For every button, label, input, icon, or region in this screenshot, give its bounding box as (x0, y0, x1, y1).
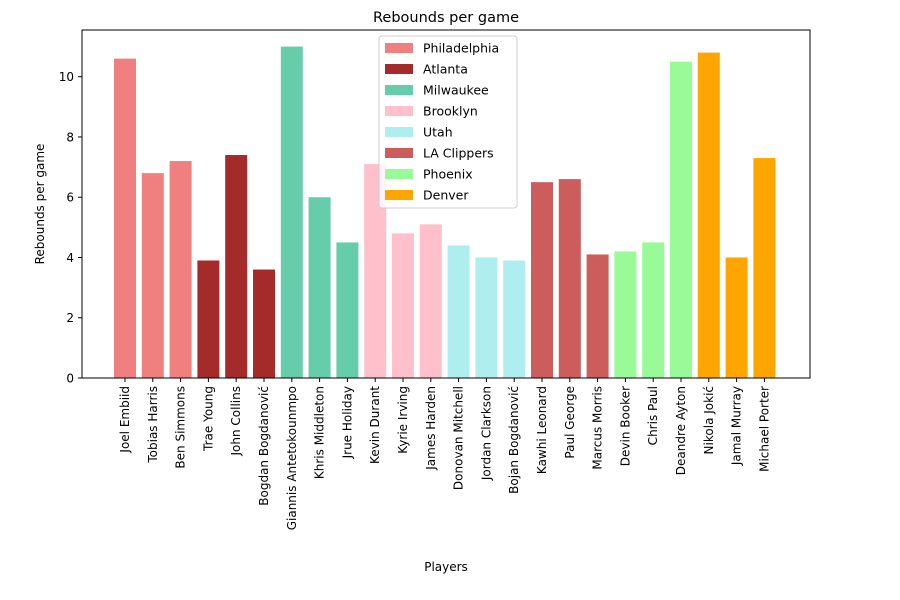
y-axis-label: Rebounds per game (33, 144, 47, 265)
bar (197, 260, 220, 378)
x-tick-label: Bojan Bogdanović (507, 386, 521, 494)
x-tick-label: Chris Paul (646, 386, 660, 445)
x-tick-label: Khris Middleton (313, 386, 327, 479)
bar (531, 182, 553, 378)
legend-swatch (385, 85, 413, 95)
bars-group (114, 46, 776, 379)
bar (753, 158, 776, 378)
plot-frame (81, 29, 811, 379)
x-axis-ticks: Joel Embiid Tobias Harris Ben Simmons Trae … (118, 378, 771, 530)
legend-swatch (385, 64, 413, 74)
bar (447, 245, 470, 378)
bar (280, 46, 303, 378)
bar (614, 251, 637, 378)
bar (336, 242, 359, 378)
x-tick-label: Kyrie Irving (396, 386, 410, 454)
x-tick-label: Trae Young (201, 386, 215, 452)
legend-label: Milwaukee (423, 83, 489, 98)
legend-label: Phoenix (423, 167, 473, 182)
x-axis-label: Players (424, 560, 468, 574)
legend-swatch (385, 106, 413, 116)
y-tick-label: 8 (66, 130, 74, 144)
bar (392, 233, 414, 378)
legend-label: Atlanta (423, 62, 468, 77)
legend-label: Brooklyn (423, 104, 478, 119)
y-tick-label: 10 (59, 70, 74, 84)
x-tick-label: Michael Porter (757, 386, 771, 472)
bar (253, 269, 275, 378)
bar (586, 254, 609, 378)
x-tick-label: Bogdan Bogdanović (257, 386, 271, 506)
bar (725, 257, 748, 378)
x-tick-label: Jamal Murray (730, 386, 744, 466)
bar (475, 257, 498, 378)
bar (558, 179, 581, 378)
legend-swatch (385, 148, 413, 158)
y-tick-label: 2 (66, 311, 74, 325)
x-tick-label: Jordan Clarkson (479, 386, 493, 481)
x-tick-label: Deandre Ayton (674, 386, 688, 475)
y-tick-label: 6 (66, 191, 74, 205)
x-tick-label: Devin Booker (618, 386, 632, 466)
x-tick-label: John Collins (229, 386, 243, 457)
bar (697, 52, 720, 378)
legend-swatch (385, 169, 413, 179)
y-tick-label: 4 (66, 251, 74, 265)
x-tick-label: Tobias Harris (146, 386, 160, 464)
bar (169, 161, 192, 378)
legend-label: LA Clippers (423, 146, 494, 161)
bar (225, 155, 248, 378)
bar (364, 164, 387, 378)
legend-swatch (385, 127, 413, 137)
x-tick-label: Ben Simmons (174, 386, 188, 469)
x-tick-label: Kevin Durant (368, 386, 382, 464)
x-tick-label: Marcus Morris (591, 386, 605, 470)
y-tick-label: 0 (66, 371, 74, 385)
legend-box (378, 35, 518, 209)
x-tick-label: Donovan Mitchell (452, 386, 466, 490)
legend-label: Philadelphia (423, 41, 499, 56)
bar (114, 58, 136, 379)
legend: Philadelphia Atlanta Milwaukee Brooklyn Utah… (378, 35, 518, 209)
bar (308, 197, 331, 378)
x-tick-label: Jrue Holiday (340, 386, 354, 459)
x-tick-label: Nikola Jokić (702, 386, 716, 454)
legend-label: Denver (423, 188, 469, 203)
bar (141, 173, 164, 378)
x-tick-label: James Harden (424, 386, 438, 471)
legend-swatch (385, 190, 413, 200)
bar (503, 260, 526, 378)
chart-title: Rebounds per game (373, 10, 519, 26)
y-axis-ticks: 0 2 4 6 8 10 (59, 70, 82, 385)
x-tick-label: Joel Embiid (118, 386, 132, 454)
x-tick-label: Kawhi Leonard (535, 386, 549, 474)
bar (642, 242, 665, 378)
x-tick-label: Paul George (563, 386, 577, 459)
legend-label: Utah (423, 125, 453, 140)
legend-swatch (385, 43, 413, 53)
x-tick-label: Giannis Antetokounmpo (285, 386, 299, 530)
bar (419, 224, 442, 378)
bar (670, 61, 692, 378)
